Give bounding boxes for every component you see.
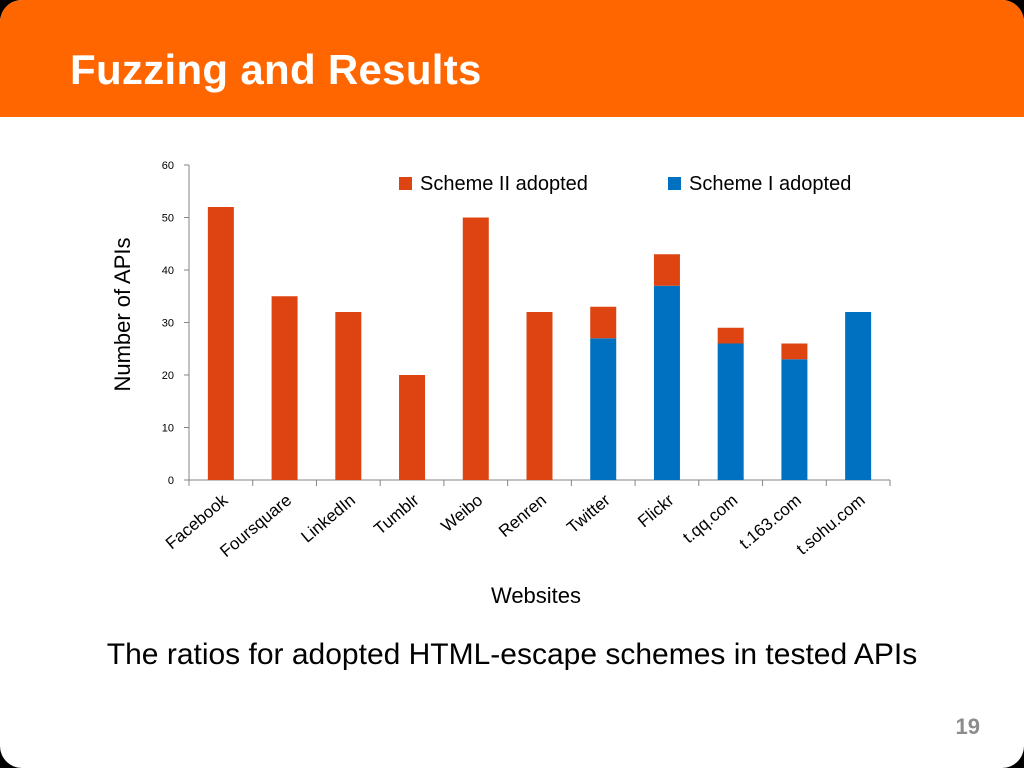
x-tick-label: Twitter bbox=[563, 490, 614, 537]
y-tick-label: 10 bbox=[162, 423, 174, 435]
bar-scheme-ii bbox=[717, 327, 744, 344]
bar-scheme-ii bbox=[271, 296, 298, 480]
bar-scheme-ii bbox=[399, 375, 426, 480]
x-axis-title: Websites bbox=[491, 583, 581, 608]
y-tick-label: 40 bbox=[162, 265, 174, 277]
y-tick-label: 20 bbox=[162, 370, 174, 382]
x-tick-label: LinkedIn bbox=[297, 491, 358, 547]
chart-caption: The ratios for adopted HTML-escape schem… bbox=[106, 638, 918, 671]
y-tick-label: 30 bbox=[162, 318, 174, 330]
legend-label: Scheme II adopted bbox=[420, 173, 588, 195]
title-bar: Fuzzing and Results bbox=[0, 0, 1024, 117]
legend-label: Scheme I adopted bbox=[689, 173, 851, 195]
bar-scheme-ii bbox=[590, 306, 617, 339]
page-number: 19 bbox=[955, 714, 980, 739]
bar-scheme-ii bbox=[526, 312, 553, 480]
bar-scheme-ii bbox=[781, 343, 808, 360]
bar-scheme-i bbox=[590, 338, 617, 480]
bar-scheme-i bbox=[653, 285, 680, 480]
x-tick-label: Flickr bbox=[634, 490, 678, 531]
x-tick-label: t.qq.com bbox=[679, 491, 741, 547]
bar-scheme-i bbox=[717, 343, 744, 480]
bar-scheme-ii bbox=[653, 254, 680, 286]
x-tick-label: Foursquare bbox=[216, 491, 295, 561]
y-axis-title: Number of APIs bbox=[110, 237, 135, 391]
chart: 0 10 20 30 40 50 60 Facebook Foursquare LinkedIn T… bbox=[0, 117, 1024, 617]
x-tick-label: Weibo bbox=[437, 491, 486, 536]
bar-scheme-i bbox=[781, 359, 808, 480]
slide-title: Fuzzing and Results bbox=[70, 46, 482, 93]
legend-swatch bbox=[668, 177, 681, 190]
x-tick-label: Tumblr bbox=[370, 490, 423, 538]
bar-scheme-ii bbox=[462, 217, 489, 480]
bar-scheme-ii bbox=[207, 207, 234, 480]
x-tick-label: Renren bbox=[495, 491, 550, 541]
x-tick-label: t.sohu.com bbox=[793, 491, 869, 559]
bar-scheme-i bbox=[845, 312, 872, 480]
y-tick-label: 0 bbox=[168, 475, 174, 487]
legend-swatch bbox=[399, 177, 412, 190]
y-tick-label: 50 bbox=[162, 213, 174, 225]
bar-scheme-ii bbox=[335, 312, 362, 480]
y-tick-label: 60 bbox=[162, 160, 174, 172]
